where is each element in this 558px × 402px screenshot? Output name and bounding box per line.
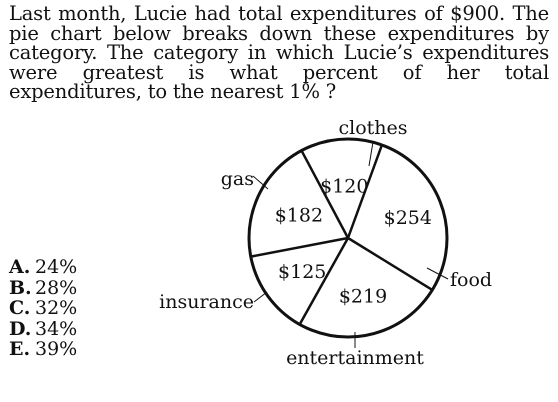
choice-e[interactable]: E. 39% xyxy=(9,339,77,360)
choice-d[interactable]: D. 34% xyxy=(9,317,78,340)
choice-letter: D. xyxy=(9,317,32,340)
choice-value: 32% xyxy=(35,297,78,319)
slice-boundary-gas xyxy=(300,150,350,239)
slice-value-label-clothes: $254 xyxy=(384,207,432,229)
leader-line-insurance xyxy=(253,291,268,303)
slice-name-label-entertainment: entertainment xyxy=(286,347,424,369)
slice-value-label-gas: $120 xyxy=(320,176,368,198)
slice-name-label-insurance: insurance xyxy=(159,291,254,313)
slice-value-label-insurance: $182 xyxy=(275,205,323,227)
slice-value-label-entertainment: $125 xyxy=(278,261,326,283)
slice-value-label-food: $219 xyxy=(339,286,387,308)
choice-b[interactable]: B. 28% xyxy=(9,276,78,299)
choice-letter: A. xyxy=(9,256,31,278)
choice-value: 39% xyxy=(35,338,78,360)
choice-value: 28% xyxy=(35,276,78,299)
slice-boundary-insurance xyxy=(250,236,349,258)
slice-boundary-clothes xyxy=(346,144,384,239)
choice-a[interactable]: A. 24% xyxy=(9,257,77,278)
leader-line-food xyxy=(426,267,449,280)
choice-letter: E. xyxy=(9,338,31,360)
slice-boundary-entertainment xyxy=(298,237,350,326)
leader-line-clothes xyxy=(368,141,374,167)
choice-value: 24% xyxy=(35,256,78,278)
choice-letter: B. xyxy=(9,276,32,299)
slice-name-label-gas: gas xyxy=(221,168,254,190)
question-text: Last month, Lucie had total expenditures… xyxy=(9,2,549,103)
choice-letter: C. xyxy=(9,297,31,319)
answer-choices: A. 24% B. 28% C. 32% D. 34% E. 39% xyxy=(9,257,77,360)
slice-boundary-food xyxy=(347,236,433,291)
choice-value: 34% xyxy=(35,317,78,340)
choice-c[interactable]: C. 32% xyxy=(9,298,77,319)
leader-line-gas xyxy=(252,175,269,190)
slice-name-label-food: food xyxy=(450,269,492,291)
slice-name-label-clothes: clothes xyxy=(338,117,407,139)
